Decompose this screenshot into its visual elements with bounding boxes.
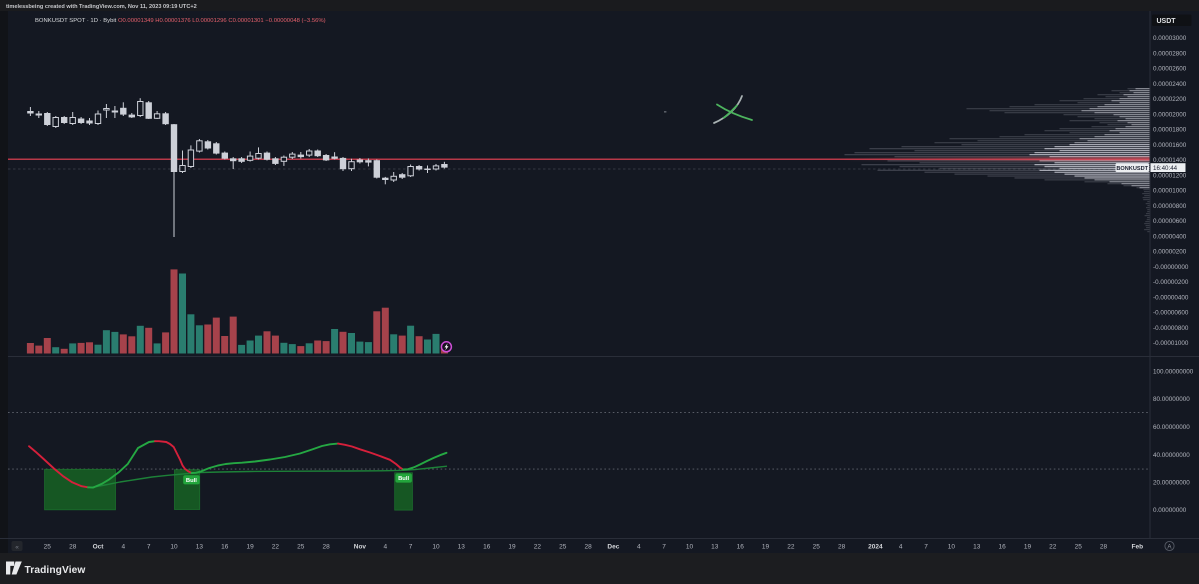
svg-text:Bull: Bull [398, 476, 409, 482]
svg-text:4: 4 [637, 544, 641, 551]
svg-text:Feb: Feb [1132, 544, 1144, 551]
svg-text:0.00002800: 0.00002800 [1153, 51, 1187, 58]
svg-text:40.00000000: 40.00000000 [1153, 452, 1190, 459]
svg-text:7: 7 [147, 544, 151, 551]
svg-text:13: 13 [973, 544, 981, 551]
svg-text:0.00000200: 0.00000200 [1153, 249, 1187, 256]
svg-text:Nov: Nov [354, 544, 367, 551]
svg-text:4: 4 [899, 544, 903, 551]
svg-text:7: 7 [924, 544, 928, 551]
svg-text:25: 25 [44, 544, 52, 551]
svg-text:22: 22 [1049, 544, 1057, 551]
svg-text:«: « [15, 544, 19, 551]
svg-text:-0.00000400: -0.00000400 [1153, 294, 1189, 301]
svg-text:0.00001600: 0.00001600 [1153, 142, 1187, 149]
svg-text:10: 10 [686, 544, 694, 551]
svg-text:A: A [1167, 544, 1172, 551]
svg-text:BONKUSDT SPOT · 1D · Bybit O0: BONKUSDT SPOT · 1D · Bybit O0.00001349 H… [35, 18, 326, 24]
svg-text:28: 28 [1100, 544, 1108, 551]
svg-text:-0.00000000: -0.00000000 [1153, 264, 1189, 271]
svg-text:28: 28 [584, 544, 592, 551]
svg-text:Oct: Oct [93, 544, 105, 551]
svg-text:28: 28 [322, 544, 330, 551]
svg-text:0.00000600: 0.00000600 [1153, 218, 1187, 225]
svg-text:timelessbeing created with Tra: timelessbeing created with TradingView.c… [6, 4, 197, 10]
svg-text:0.00000000: 0.00000000 [1153, 507, 1187, 514]
svg-text:4: 4 [121, 544, 125, 551]
svg-text:0.00001200: 0.00001200 [1153, 172, 1187, 179]
svg-text:13: 13 [458, 544, 466, 551]
svg-text:28: 28 [838, 544, 846, 551]
svg-text:25: 25 [813, 544, 821, 551]
svg-text:25: 25 [297, 544, 305, 551]
svg-text:0.00000400: 0.00000400 [1153, 233, 1187, 240]
svg-text:25: 25 [1075, 544, 1083, 551]
svg-text:16: 16 [737, 544, 745, 551]
svg-text:16: 16 [483, 544, 491, 551]
svg-text:USDT: USDT [1157, 18, 1177, 25]
svg-text:-0.00000600: -0.00000600 [1153, 310, 1189, 317]
svg-text:0.00001800: 0.00001800 [1153, 127, 1187, 134]
svg-text:10: 10 [432, 544, 440, 551]
svg-text:0.00002200: 0.00002200 [1153, 96, 1187, 103]
svg-text:28: 28 [69, 544, 77, 551]
svg-text:10: 10 [948, 544, 956, 551]
svg-text:Dec: Dec [607, 544, 619, 551]
svg-text:2024: 2024 [868, 544, 883, 551]
svg-text:25: 25 [559, 544, 567, 551]
svg-text:7: 7 [662, 544, 666, 551]
svg-text:13: 13 [711, 544, 719, 551]
svg-text:16: 16 [221, 544, 229, 551]
svg-text:0.00002600: 0.00002600 [1153, 66, 1187, 73]
svg-text:19: 19 [1024, 544, 1032, 551]
svg-text:0.00002400: 0.00002400 [1153, 81, 1187, 88]
svg-text:-0.00001000: -0.00001000 [1153, 340, 1189, 347]
svg-text:7: 7 [409, 544, 413, 551]
svg-text:20.00000000: 20.00000000 [1153, 480, 1190, 487]
svg-text:0.00001400: 0.00001400 [1153, 157, 1187, 164]
svg-text:13: 13 [196, 544, 204, 551]
svg-text:100.00000000: 100.00000000 [1153, 369, 1194, 376]
svg-text:22: 22 [787, 544, 795, 551]
svg-text:22: 22 [272, 544, 280, 551]
svg-text:0.00001000: 0.00001000 [1153, 188, 1187, 195]
svg-text:Bull: Bull [186, 478, 197, 484]
svg-text:19: 19 [508, 544, 516, 551]
svg-text:10: 10 [170, 544, 178, 551]
svg-text:0.00002000: 0.00002000 [1153, 112, 1187, 119]
svg-text:19: 19 [246, 544, 254, 551]
svg-text:-0.00000200: -0.00000200 [1153, 279, 1189, 286]
svg-text:19: 19 [762, 544, 770, 551]
svg-text:16: 16 [998, 544, 1006, 551]
svg-text:16:40:44: 16:40:44 [1153, 165, 1178, 172]
svg-text:80.00000000: 80.00000000 [1153, 396, 1190, 403]
svg-text:0.00003000: 0.00003000 [1153, 35, 1187, 42]
svg-text:60.00000000: 60.00000000 [1153, 424, 1190, 431]
svg-text:0.00000800: 0.00000800 [1153, 203, 1187, 210]
svg-text:22: 22 [534, 544, 542, 551]
svg-text:BONKUSDT: BONKUSDT [1116, 166, 1148, 172]
svg-text:TradingView: TradingView [25, 565, 86, 576]
svg-text:4: 4 [383, 544, 387, 551]
svg-text:-0.00000800: -0.00000800 [1153, 325, 1189, 332]
